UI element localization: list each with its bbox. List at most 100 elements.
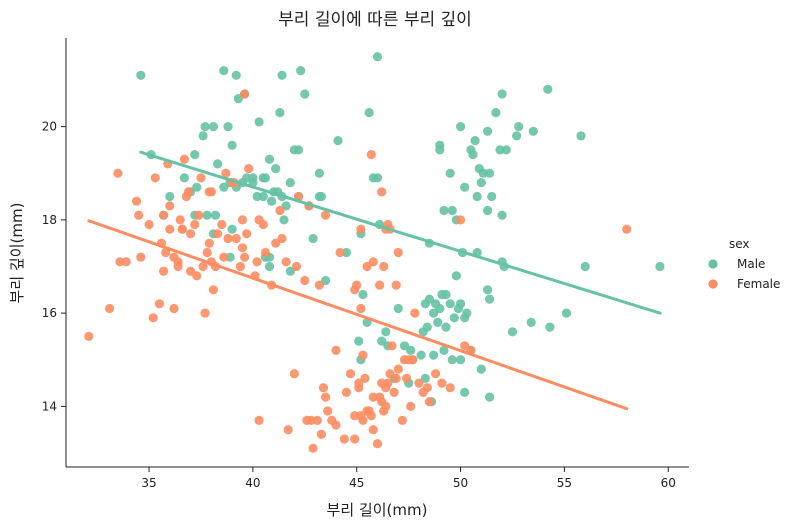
x-tick-label: 35 [141,476,156,490]
data-point-male [476,364,486,374]
legend-title: sex [729,237,750,251]
data-point-male [213,159,223,169]
data-point-female [252,257,262,267]
y-tick-label: 20 [42,120,57,134]
data-point-female [302,415,312,425]
data-point-female [159,266,169,276]
data-point-male [468,150,478,160]
legend: sex Male Female [708,237,780,291]
data-point-male [271,164,281,174]
x-tick-label: 45 [349,476,364,490]
data-point-male [445,168,455,178]
data-point-male [210,210,221,220]
data-point-male [456,122,466,132]
data-point-male [507,327,518,337]
data-point-female [192,271,202,281]
data-point-male [435,303,445,314]
data-point-female [393,247,403,258]
data-point-female [368,425,378,435]
y-tick-label: 14 [42,399,57,413]
data-point-female [323,406,333,416]
data-point-male [279,215,289,225]
data-point-male [267,196,277,206]
data-point-female [134,210,144,220]
data-point-male [364,108,374,118]
data-point-male [208,122,218,132]
data-point-male [275,108,285,118]
data-point-female [186,229,196,239]
data-point-male [451,271,461,281]
data-point-female [113,168,123,178]
data-point-male [485,294,495,304]
fit-line-female [87,219,629,411]
data-point-female [159,210,169,220]
legend-item-female: Female [708,277,780,291]
data-point-female [391,280,401,290]
y-ticks: 14 16 18 20 [42,120,66,413]
data-point-male [223,122,233,132]
data-point-male [460,182,470,192]
data-point-male [447,205,457,216]
data-point-male [254,117,264,127]
data-point-male [491,108,501,118]
data-point-male [487,191,497,202]
legend-marker [708,279,718,289]
data-point-male [314,168,324,178]
data-point-female [358,415,368,425]
data-point-female [240,89,250,99]
data-point-female [179,154,189,164]
data-point-female [354,383,364,393]
x-tick-label: 40 [245,476,260,490]
data-point-male [497,89,507,99]
data-point-female [316,429,326,439]
x-tick-label: 60 [661,476,676,490]
y-tick-label: 16 [42,306,57,320]
data-point-female [312,415,322,425]
data-point-male [441,289,451,300]
data-point-male [285,178,295,188]
data-point-male [264,261,275,272]
data-point-female [217,219,227,230]
data-point-male [561,308,572,318]
data-point-female [200,308,210,318]
chart-title: 부리 길이에 따른 부리 깊이 [278,10,472,30]
data-point-female [318,383,329,393]
data-point-female [345,369,356,379]
data-point-female [240,252,250,262]
data-point-male [435,145,445,155]
data-point-female [84,331,94,341]
data-point-male [483,285,493,295]
data-point-female [397,415,407,425]
data-point-male [354,336,364,346]
data-point-female [368,392,378,402]
data-point-female [206,187,216,197]
data-point-female [115,257,125,267]
data-point-female [154,299,164,309]
data-point-male [416,350,426,360]
data-point-male [202,210,212,220]
data-point-female [235,261,245,272]
data-point-female [196,173,206,183]
data-point-male [470,136,480,146]
data-point-female [379,406,389,416]
data-point-female [404,355,414,365]
data-point-female [406,401,416,411]
data-point-female [350,285,360,295]
data-point-male [483,205,493,216]
data-point-female [183,187,194,197]
data-point-female [372,439,383,449]
data-point-female [242,229,252,239]
x-tick-label: 50 [453,476,468,490]
data-point-male [300,89,310,99]
data-point-male [358,289,368,300]
data-point-female [283,425,293,435]
data-point-female [198,261,208,272]
series-male [136,52,665,407]
data-point-female [358,350,368,360]
data-point-male [445,299,455,309]
data-point-male [136,70,146,80]
data-point-male [476,178,486,188]
data-point-female [237,243,248,253]
data-point-male [231,70,241,80]
data-point-female [366,411,376,421]
